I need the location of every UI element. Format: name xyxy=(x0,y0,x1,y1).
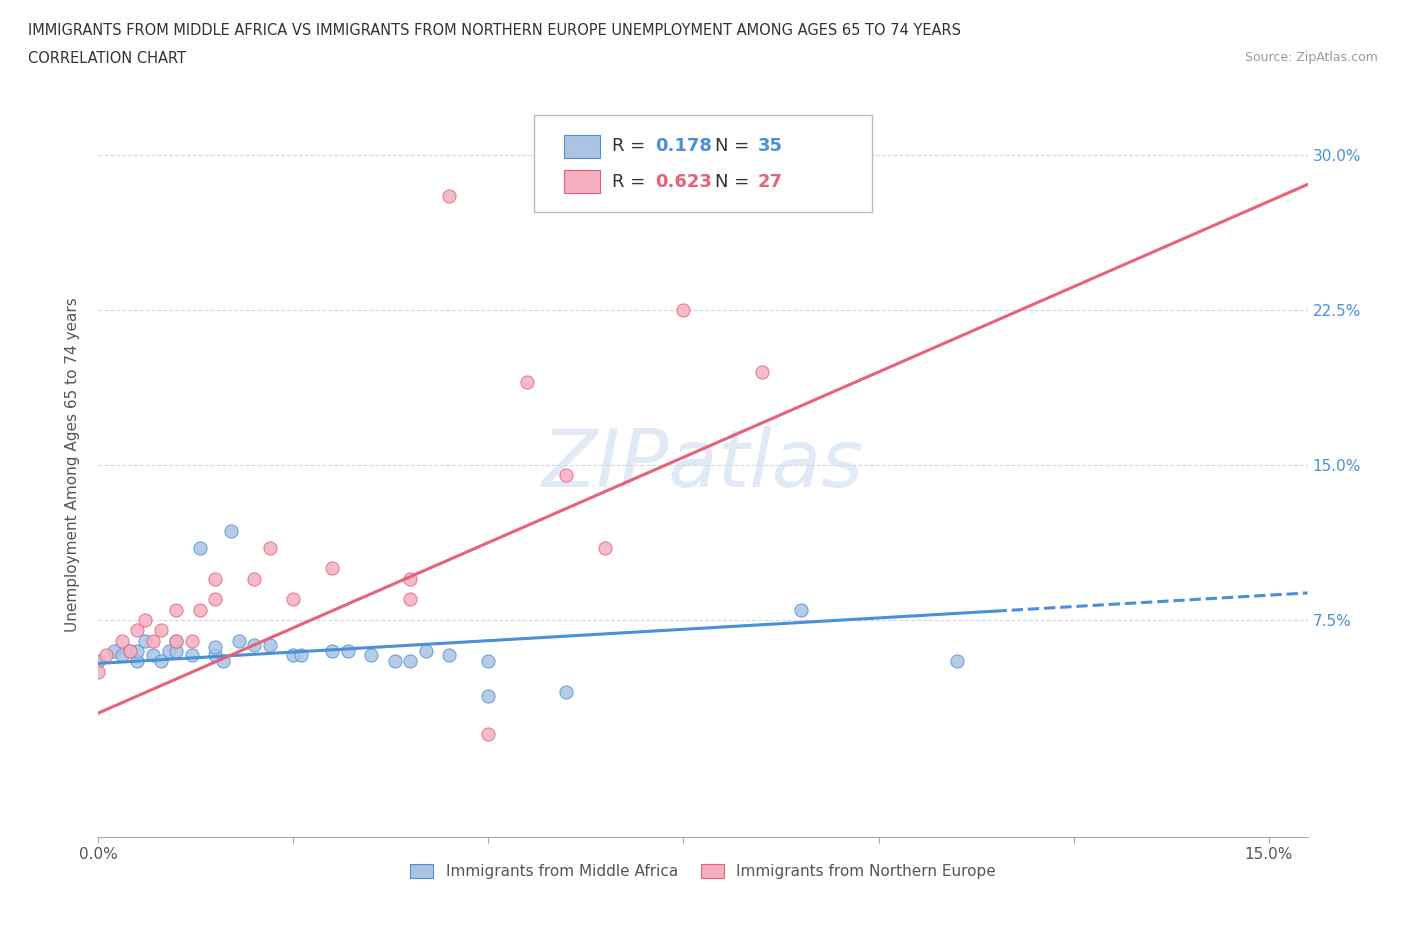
Text: 27: 27 xyxy=(758,173,782,191)
Point xyxy=(127,654,149,669)
Point xyxy=(165,603,187,618)
Text: 0.178: 0.178 xyxy=(655,137,711,154)
Point xyxy=(945,654,967,669)
Point xyxy=(321,644,343,658)
Point xyxy=(360,647,382,662)
Text: 35: 35 xyxy=(758,137,782,154)
Point xyxy=(789,603,811,618)
Bar xyxy=(564,169,600,193)
Point xyxy=(477,726,499,741)
Point xyxy=(142,647,165,662)
Text: N =: N = xyxy=(716,137,755,154)
Point xyxy=(751,365,773,379)
Point xyxy=(212,654,235,669)
Point xyxy=(439,189,461,204)
Point xyxy=(595,540,617,555)
Point xyxy=(204,647,226,662)
Point xyxy=(204,591,226,606)
Point xyxy=(149,623,172,638)
Point xyxy=(134,613,156,628)
Point xyxy=(259,540,281,555)
Point xyxy=(111,633,134,648)
Point xyxy=(283,647,305,662)
Point xyxy=(96,647,118,662)
Point xyxy=(134,633,156,648)
Point xyxy=(149,654,172,669)
Point xyxy=(399,654,422,669)
FancyBboxPatch shape xyxy=(534,115,872,212)
Point xyxy=(181,633,204,648)
Point xyxy=(165,633,187,648)
Point xyxy=(337,644,360,658)
Point xyxy=(219,524,242,538)
Point xyxy=(188,540,211,555)
Point xyxy=(399,591,422,606)
Text: N =: N = xyxy=(716,173,755,191)
Point xyxy=(142,633,165,648)
Point xyxy=(477,654,499,669)
Bar xyxy=(564,135,600,158)
Point xyxy=(118,644,141,658)
Point xyxy=(555,684,578,699)
Text: 0.623: 0.623 xyxy=(655,173,711,191)
Point xyxy=(259,637,281,652)
Point xyxy=(87,654,110,669)
Text: IMMIGRANTS FROM MIDDLE AFRICA VS IMMIGRANTS FROM NORTHERN EUROPE UNEMPLOYMENT AM: IMMIGRANTS FROM MIDDLE AFRICA VS IMMIGRA… xyxy=(28,23,962,38)
Point xyxy=(181,647,204,662)
Point xyxy=(165,633,187,648)
Point xyxy=(111,647,134,662)
Point xyxy=(439,647,461,662)
Point xyxy=(103,644,125,658)
Point xyxy=(188,603,211,618)
Point xyxy=(672,302,695,317)
Text: Source: ZipAtlas.com: Source: ZipAtlas.com xyxy=(1244,51,1378,64)
Point xyxy=(165,644,187,658)
Y-axis label: Unemployment Among Ages 65 to 74 years: Unemployment Among Ages 65 to 74 years xyxy=(65,298,80,632)
Point xyxy=(118,644,141,658)
Point xyxy=(87,664,110,679)
Point xyxy=(204,571,226,586)
Point xyxy=(228,633,250,648)
Point xyxy=(555,468,578,483)
Point xyxy=(477,689,499,704)
Point xyxy=(384,654,406,669)
Point xyxy=(127,623,149,638)
Point xyxy=(399,571,422,586)
Point xyxy=(283,591,305,606)
Point xyxy=(204,640,226,655)
Legend: Immigrants from Middle Africa, Immigrants from Northern Europe: Immigrants from Middle Africa, Immigrant… xyxy=(405,857,1001,885)
Point xyxy=(290,647,312,662)
Point xyxy=(157,644,180,658)
Text: R =: R = xyxy=(613,137,651,154)
Point xyxy=(415,644,437,658)
Text: ZIPatlas: ZIPatlas xyxy=(541,426,865,504)
Text: CORRELATION CHART: CORRELATION CHART xyxy=(28,51,186,66)
Text: R =: R = xyxy=(613,173,651,191)
Point xyxy=(321,561,343,576)
Point xyxy=(516,375,538,390)
Point xyxy=(243,571,266,586)
Point xyxy=(243,637,266,652)
Point xyxy=(127,644,149,658)
